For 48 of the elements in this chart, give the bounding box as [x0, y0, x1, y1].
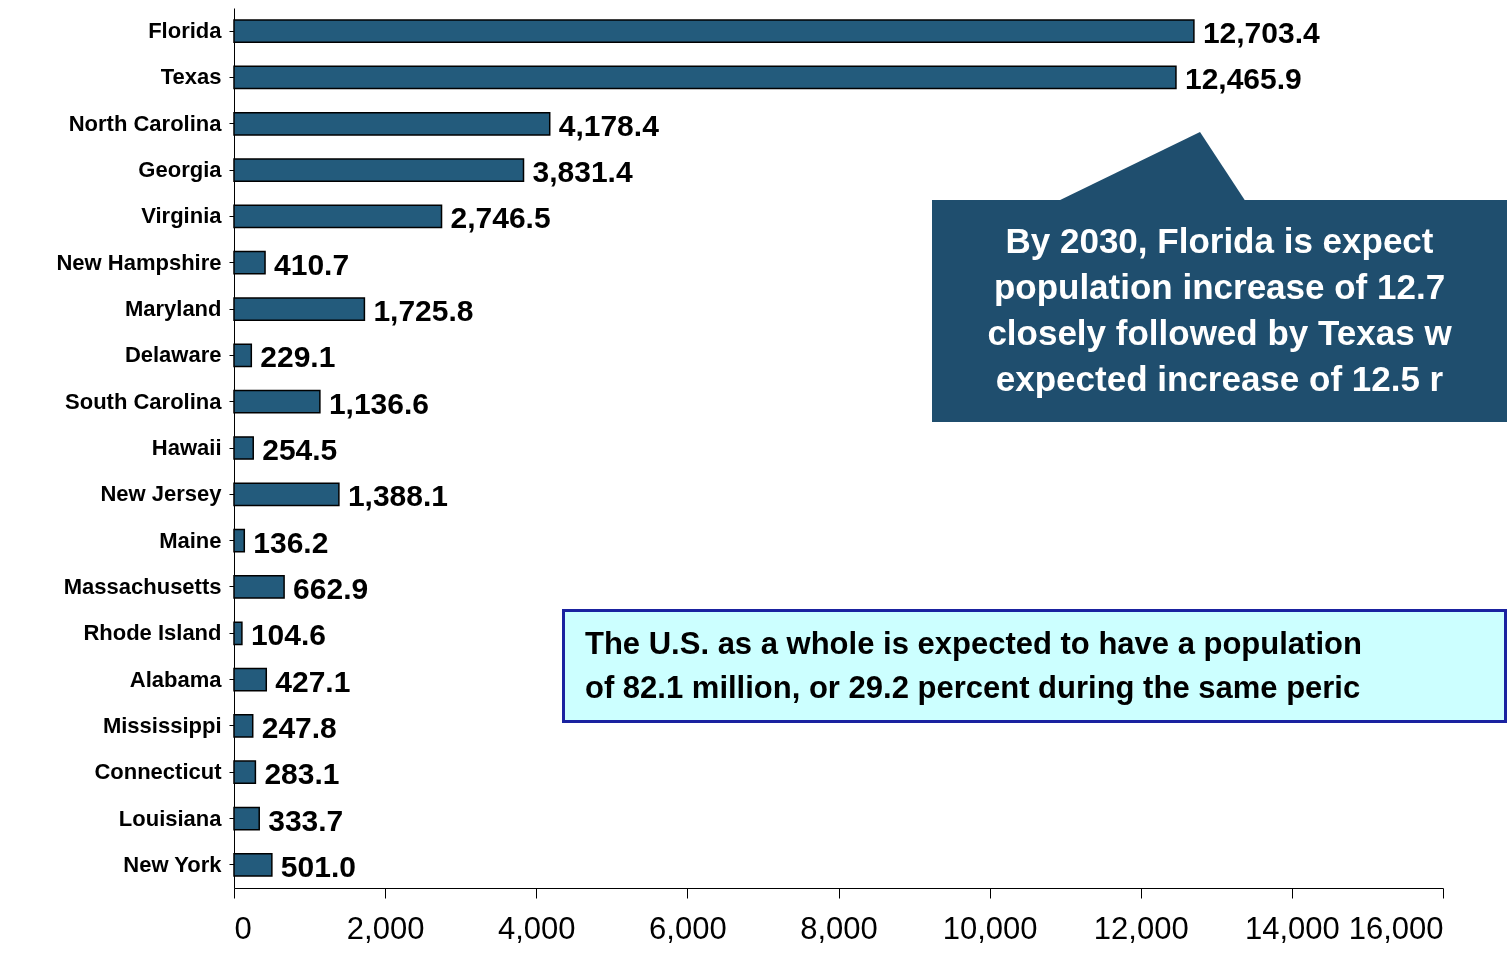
data-label: 4,178.4 [558, 108, 660, 142]
text-box: The U.S. as a whole is expected to have a population of 82.1 million, or 29.2 percent during the same peric [562, 609, 1507, 723]
x-tick-label: 8,000 [800, 910, 878, 946]
x-tick-label: 4,000 [497, 910, 576, 946]
y-tick-label: Rhode Island [83, 620, 222, 646]
x-tick-label: 0 [234, 910, 252, 946]
y-tick-label: Virginia [141, 203, 223, 229]
y-tick-label: Massachusetts [63, 573, 222, 599]
data-label: 1,388.1 [347, 479, 448, 513]
y-tick-label: Delaware [124, 342, 222, 368]
y-tick-label: New Hampshire [56, 249, 222, 275]
y-tick-label: New York [123, 851, 223, 877]
data-label: 254.5 [262, 433, 338, 466]
y-tick-label: Connecticut [94, 759, 223, 785]
data-label: 3,831.4 [532, 155, 633, 189]
y-tick-label: New Jersey [100, 481, 223, 507]
y-tick-label: Maryland [124, 296, 222, 322]
data-label: 427.1 [275, 664, 351, 698]
y-tick-label: Maine [159, 527, 222, 553]
y-tick-label: South Carolina [65, 388, 223, 414]
y-tick-label: Texas [160, 64, 222, 90]
data-label: 283.1 [264, 757, 340, 791]
x-tick-label: 2,000 [346, 910, 425, 946]
data-label: 136.2 [253, 525, 329, 559]
data-label: 247.8 [261, 710, 337, 744]
data-label: 12,703.4 [1202, 16, 1320, 50]
data-label: 1,725.8 [373, 294, 474, 328]
data-label: 229.1 [260, 340, 336, 374]
data-label: 1,136.6 [328, 386, 429, 420]
y-tick-label: Mississippi [102, 712, 222, 738]
data-label: 501.0 [280, 849, 356, 883]
x-tick-label: 12,000 [1093, 910, 1189, 946]
y-tick-label: North Carolina [68, 110, 223, 136]
data-label: 333.7 [268, 803, 344, 837]
x-tick-label: 10,000 [942, 910, 1038, 946]
data-label: 662.9 [293, 571, 369, 605]
y-tick-label: Georgia [138, 157, 223, 183]
data-label: 12,465.9 [1184, 62, 1302, 96]
y-tick-label: Alabama [129, 666, 223, 692]
y-tick-label: Louisiana [118, 805, 223, 831]
x-tick-label: 16,000 [1348, 910, 1444, 946]
y-tick-label: Hawaii [151, 435, 222, 460]
data-label: 104.6 [250, 618, 326, 652]
y-tick-label: Florida [148, 18, 223, 44]
data-label: 410.7 [274, 247, 350, 281]
x-tick-label: 14,000 [1244, 910, 1340, 946]
data-label: 2,746.5 [450, 201, 551, 235]
x-tick-label: 6,000 [649, 910, 727, 946]
